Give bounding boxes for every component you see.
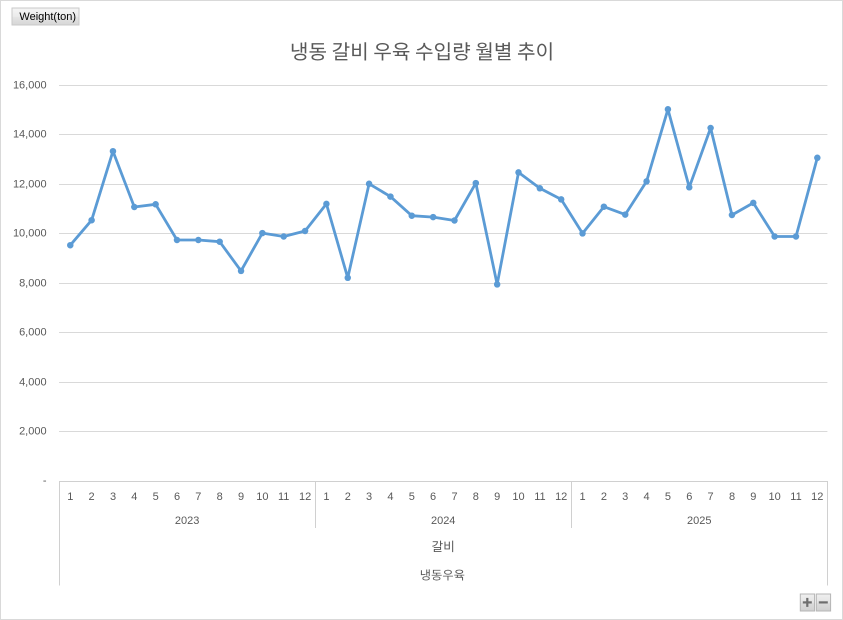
svg-text:9: 9 — [494, 491, 500, 503]
svg-text:7: 7 — [195, 491, 201, 503]
svg-text:-: - — [43, 475, 47, 487]
svg-text:10: 10 — [512, 491, 524, 503]
svg-text:5: 5 — [409, 491, 415, 503]
svg-text:4: 4 — [644, 491, 650, 503]
svg-text:6,000: 6,000 — [19, 327, 47, 339]
svg-text:11: 11 — [278, 491, 289, 503]
svg-text:7: 7 — [708, 491, 714, 503]
svg-text:11: 11 — [790, 491, 801, 503]
svg-text:12: 12 — [811, 491, 823, 503]
svg-text:12: 12 — [299, 491, 311, 503]
svg-text:3: 3 — [110, 491, 116, 503]
svg-text:3: 3 — [622, 491, 628, 503]
svg-text:1: 1 — [579, 491, 585, 503]
svg-text:8,000: 8,000 — [19, 278, 47, 290]
svg-text:2024: 2024 — [431, 515, 455, 527]
svg-text:2,000: 2,000 — [19, 426, 47, 438]
svg-text:14,000: 14,000 — [13, 129, 47, 141]
svg-text:1: 1 — [67, 491, 73, 503]
svg-text:6: 6 — [686, 491, 692, 503]
svg-text:12: 12 — [555, 491, 567, 503]
svg-text:11: 11 — [534, 491, 545, 503]
svg-text:10,000: 10,000 — [13, 228, 47, 240]
svg-text:2025: 2025 — [687, 515, 711, 527]
svg-text:5: 5 — [665, 491, 671, 503]
svg-text:6: 6 — [430, 491, 436, 503]
svg-text:2023: 2023 — [175, 515, 199, 527]
svg-text:9: 9 — [238, 491, 244, 503]
svg-text:1: 1 — [323, 491, 329, 503]
svg-text:10: 10 — [768, 491, 780, 503]
svg-text:2: 2 — [601, 491, 607, 503]
svg-text:8: 8 — [729, 491, 735, 503]
svg-text:16,000: 16,000 — [13, 80, 47, 92]
svg-text:2: 2 — [345, 491, 351, 503]
svg-text:12,000: 12,000 — [13, 179, 47, 191]
svg-text:4,000: 4,000 — [19, 377, 47, 389]
svg-text:2: 2 — [89, 491, 95, 503]
svg-text:4: 4 — [387, 491, 393, 503]
svg-text:3: 3 — [366, 491, 372, 503]
svg-text:4: 4 — [131, 491, 137, 503]
svg-text:9: 9 — [750, 491, 756, 503]
svg-text:Weight(ton): Weight(ton) — [19, 11, 76, 23]
svg-text:7: 7 — [451, 491, 457, 503]
svg-text:5: 5 — [153, 491, 159, 503]
svg-text:10: 10 — [256, 491, 268, 503]
svg-text:6: 6 — [174, 491, 180, 503]
svg-text:8: 8 — [473, 491, 479, 503]
svg-text:8: 8 — [217, 491, 223, 503]
